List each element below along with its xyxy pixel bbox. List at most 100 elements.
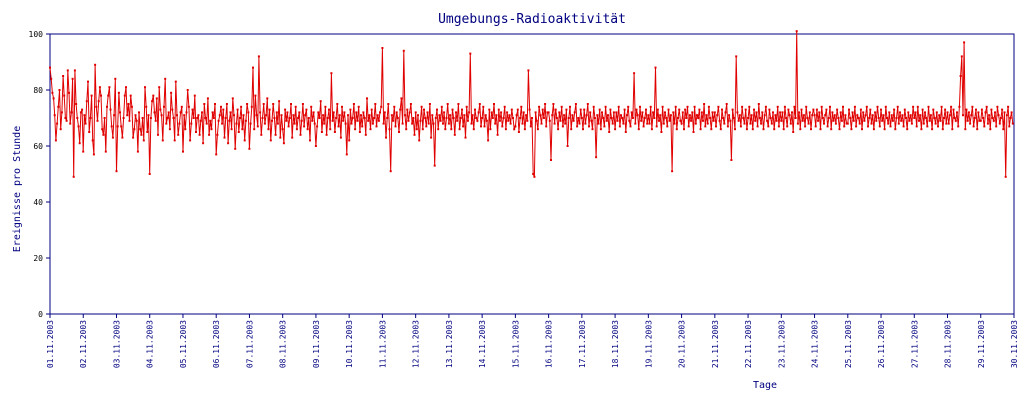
data-point bbox=[69, 122, 72, 125]
data-point bbox=[279, 136, 282, 139]
data-point bbox=[622, 122, 625, 125]
data-point bbox=[654, 66, 657, 69]
data-point bbox=[580, 117, 583, 119]
y-tick-label: 40 bbox=[33, 198, 43, 207]
data-point bbox=[401, 122, 404, 125]
data-point bbox=[867, 125, 869, 128]
plot-area bbox=[49, 33, 1015, 315]
data-point bbox=[489, 128, 492, 131]
data-point bbox=[427, 122, 430, 125]
data-point bbox=[449, 114, 452, 117]
data-point bbox=[668, 119, 671, 122]
data-point bbox=[1002, 128, 1005, 131]
x-tick-label: 27.11.2003 bbox=[910, 320, 919, 368]
data-point bbox=[818, 111, 821, 114]
data-point bbox=[603, 125, 606, 128]
data-point bbox=[318, 117, 321, 119]
data-point bbox=[480, 125, 482, 128]
data-point bbox=[555, 117, 558, 119]
data-point bbox=[272, 103, 275, 105]
data-point bbox=[679, 119, 682, 122]
data-point bbox=[824, 114, 827, 117]
data-point bbox=[311, 119, 314, 122]
data-point bbox=[588, 125, 590, 128]
data-point bbox=[639, 105, 641, 108]
data-point bbox=[1005, 114, 1008, 117]
data-point bbox=[950, 105, 953, 108]
data-point bbox=[314, 145, 317, 147]
data-point bbox=[674, 105, 677, 108]
data-point bbox=[503, 105, 506, 108]
data-point bbox=[812, 108, 815, 111]
data-point bbox=[123, 94, 126, 97]
data-point bbox=[376, 114, 379, 117]
data-point bbox=[612, 111, 615, 114]
data-point bbox=[374, 103, 377, 105]
data-point bbox=[357, 105, 360, 108]
data-point bbox=[312, 111, 315, 114]
data-point bbox=[715, 125, 717, 128]
data-point bbox=[197, 114, 200, 117]
data-point bbox=[220, 105, 222, 108]
data-point bbox=[593, 117, 596, 119]
data-point bbox=[146, 131, 149, 133]
data-point bbox=[145, 105, 148, 108]
data-point bbox=[88, 131, 91, 133]
data-point bbox=[801, 119, 804, 122]
data-point bbox=[360, 114, 362, 117]
data-point bbox=[379, 111, 381, 114]
data-point bbox=[798, 111, 801, 114]
data-point bbox=[455, 111, 457, 114]
data-point bbox=[876, 105, 879, 108]
data-point bbox=[130, 105, 133, 108]
data-point bbox=[687, 125, 690, 128]
data-point bbox=[722, 117, 725, 119]
data-point bbox=[154, 119, 157, 122]
data-point bbox=[406, 108, 409, 111]
data-point bbox=[903, 108, 906, 111]
data-point bbox=[326, 117, 329, 119]
data-point bbox=[552, 103, 555, 105]
data-point bbox=[351, 117, 354, 119]
data-point bbox=[551, 114, 554, 117]
data-point bbox=[241, 128, 244, 131]
data-point bbox=[439, 119, 442, 122]
data-point bbox=[215, 153, 218, 156]
data-point bbox=[677, 117, 679, 119]
data-point bbox=[880, 108, 882, 111]
x-tick-label: 17.11.2003 bbox=[578, 320, 587, 368]
data-point bbox=[1011, 122, 1014, 125]
data-point bbox=[100, 94, 102, 97]
data-point bbox=[361, 125, 364, 128]
y-axis-label: Ereignisse pro Stunde bbox=[12, 126, 23, 252]
data-point bbox=[400, 97, 403, 100]
data-point bbox=[958, 105, 961, 108]
data-point bbox=[375, 125, 378, 128]
data-point bbox=[871, 114, 874, 117]
data-point bbox=[783, 105, 786, 108]
data-point bbox=[94, 63, 97, 66]
data-point bbox=[356, 119, 359, 122]
y-axis: 0 20 40 60 80 100 bbox=[29, 30, 50, 319]
data-point bbox=[462, 125, 465, 128]
data-point bbox=[831, 111, 834, 114]
x-tick-label: 14.11.2003 bbox=[478, 320, 487, 368]
data-point bbox=[269, 139, 272, 142]
data-point bbox=[176, 114, 178, 117]
data-point bbox=[680, 122, 683, 125]
data-point bbox=[310, 105, 313, 108]
data-point bbox=[609, 108, 612, 111]
data-point bbox=[517, 131, 520, 133]
data-point bbox=[287, 125, 290, 128]
data-point bbox=[153, 111, 156, 114]
data-point bbox=[111, 136, 114, 139]
data-point bbox=[694, 122, 697, 125]
data-point bbox=[477, 111, 480, 114]
data-point bbox=[254, 94, 257, 97]
data-point bbox=[844, 114, 847, 117]
data-point bbox=[475, 117, 478, 119]
data-point bbox=[476, 119, 479, 122]
data-point bbox=[736, 111, 739, 114]
data-point bbox=[763, 114, 766, 117]
data-point bbox=[772, 111, 774, 114]
